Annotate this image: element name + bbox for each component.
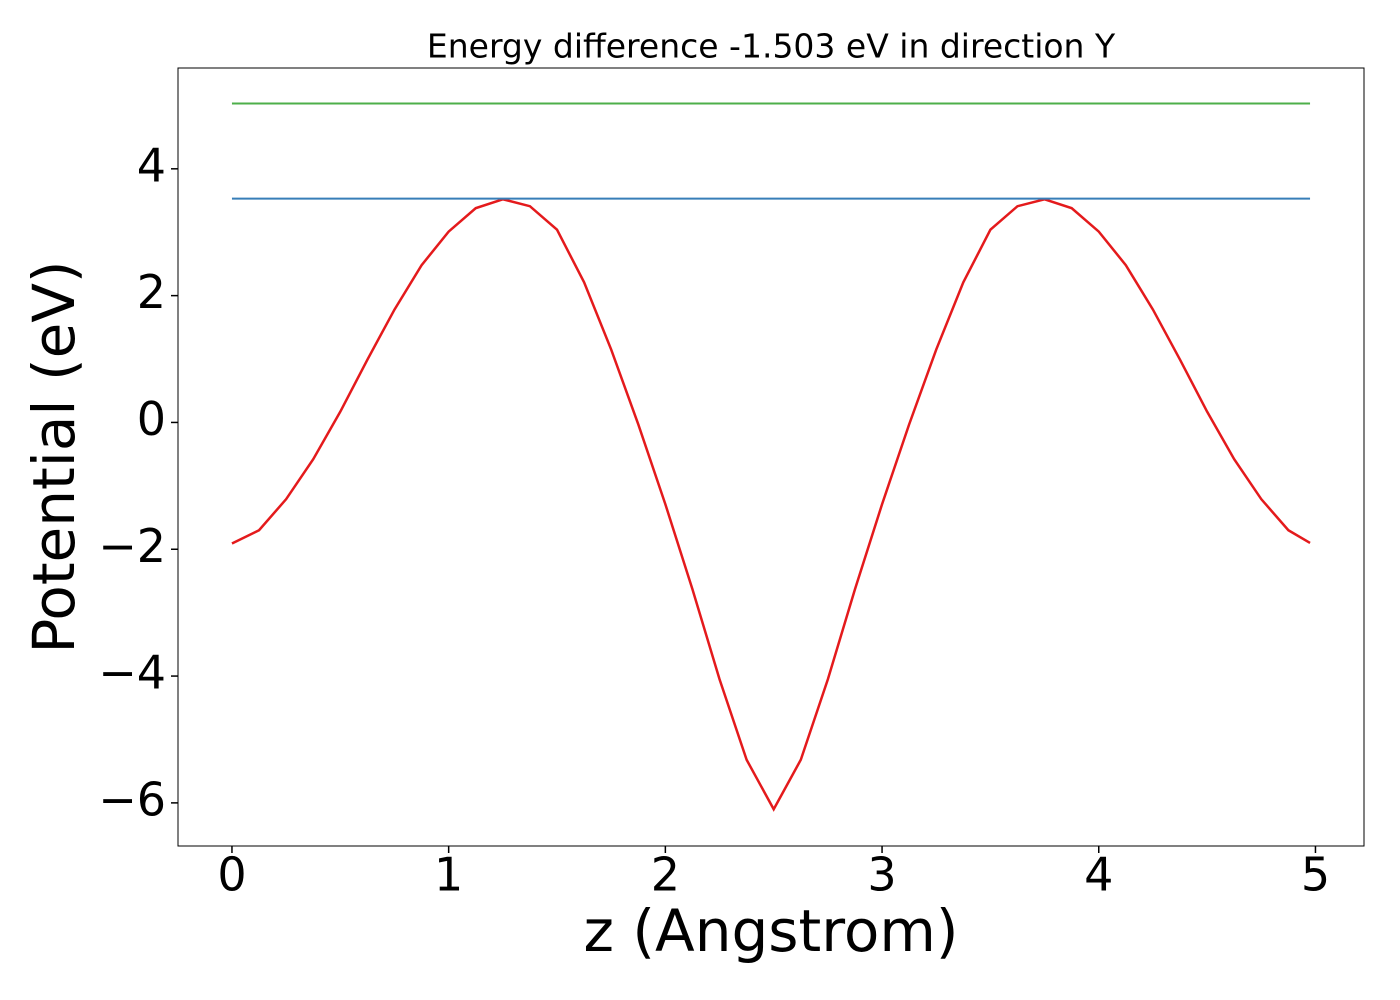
y-axis-label: Potential (eV) xyxy=(20,260,88,653)
y-tick-label: −4 xyxy=(98,646,166,700)
y-tick-label: −6 xyxy=(98,772,166,826)
x-tick-label: 4 xyxy=(1084,848,1113,902)
x-tick-label: 3 xyxy=(867,848,896,902)
x-tick-label: 1 xyxy=(434,848,463,902)
y-tick-label: −2 xyxy=(98,519,166,573)
y-tick-label: 2 xyxy=(137,265,166,319)
x-tick-label: 5 xyxy=(1301,848,1330,902)
y-tick-label: 0 xyxy=(137,392,166,446)
chart-title: Energy difference -1.503 eV in direction… xyxy=(427,27,1116,66)
x-tick-label: 0 xyxy=(217,848,246,902)
x-axis-label: z (Angstrom) xyxy=(584,897,959,965)
x-tick-label: 2 xyxy=(651,848,680,902)
plot-frame xyxy=(177,67,1365,847)
data-line xyxy=(231,197,1311,812)
y-tick-label: 4 xyxy=(137,138,166,192)
